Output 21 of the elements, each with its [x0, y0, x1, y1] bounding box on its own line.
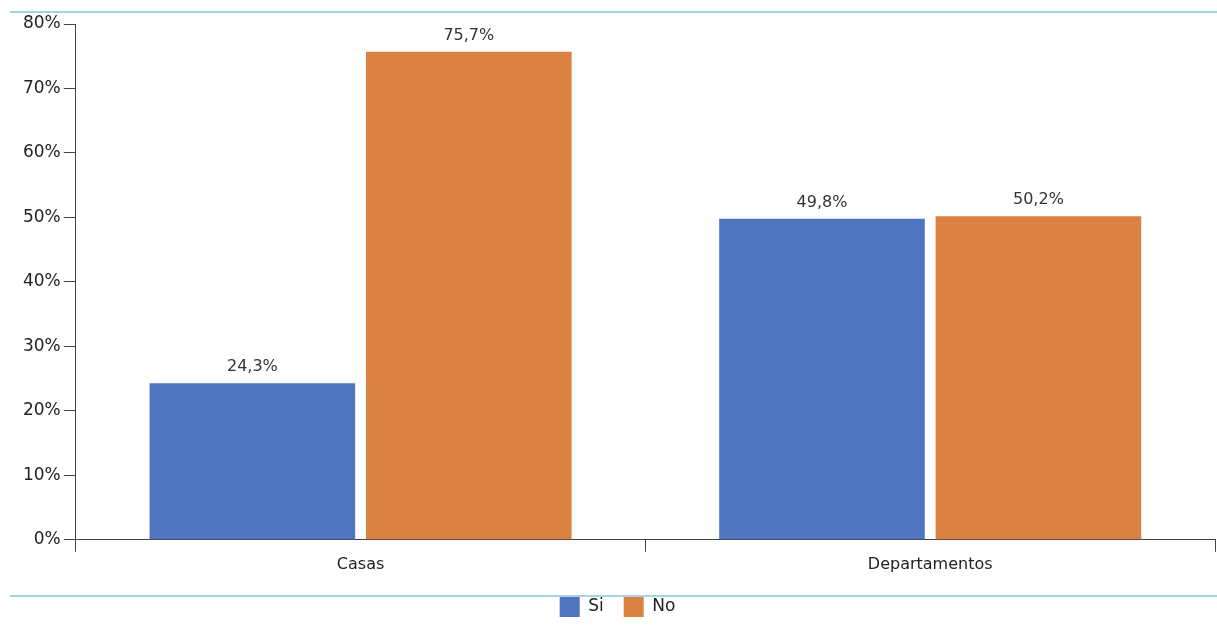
y-tick-label: 30% — [22, 334, 61, 355]
data-label: 75,7% — [443, 24, 495, 44]
data-label: 24,3% — [226, 356, 278, 376]
x-tick-label: Casas — [336, 553, 385, 573]
y-tick-label: 60% — [22, 141, 61, 162]
y-tick-label: 20% — [22, 399, 61, 420]
y-tick-label: 0% — [33, 528, 61, 549]
data-label: 50,2% — [1013, 189, 1064, 209]
bar — [719, 218, 925, 540]
data-label: 49,8% — [796, 191, 848, 211]
bar — [149, 383, 356, 540]
y-tick-label: 70% — [22, 76, 61, 97]
bar — [366, 51, 572, 540]
y-tick-label: 10% — [22, 463, 61, 484]
y-tick-label: 50% — [22, 205, 61, 226]
bar — [935, 216, 1142, 540]
x-tick-label: Departamentos — [867, 553, 993, 573]
y-tick-label: 80% — [22, 12, 61, 33]
y-tick-label: 40% — [22, 270, 61, 291]
legend-label: Si — [588, 595, 604, 616]
legend-label: No — [652, 595, 676, 616]
